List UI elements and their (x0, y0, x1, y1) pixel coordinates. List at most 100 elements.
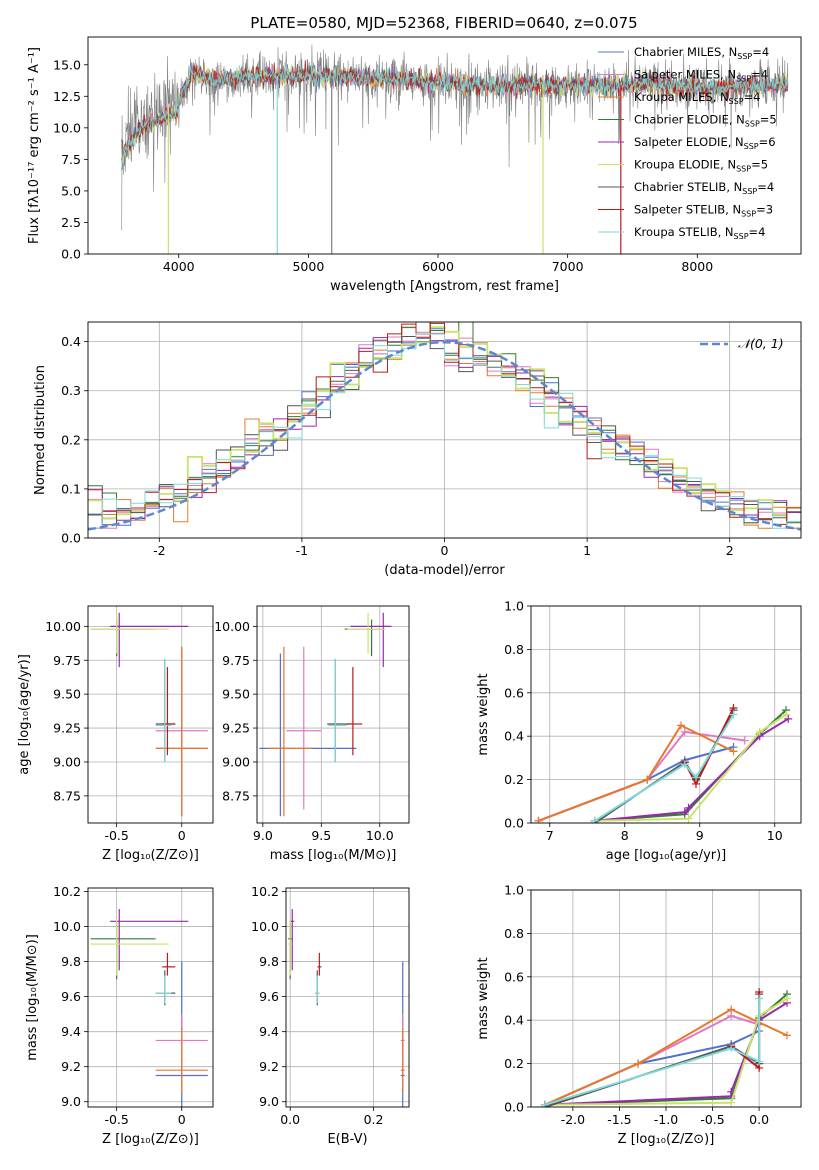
axes-frame (87, 36, 802, 255)
mass-weight-point (729, 710, 738, 719)
mass-weight-point (677, 721, 685, 730)
chart-panel: -2 -1 0 1 2 0.0 0.1 0.2 0.3 0.4 (data-model)/error… (33, 321, 802, 578)
residual-histogram-kroupa_stelib (88, 333, 801, 529)
y-tick-label: 9.6 (259, 989, 279, 1004)
figure-title: PLATE=0580, MJD=52368, FIBERID=0640, z=0… (250, 14, 637, 32)
x-tick-label: 0.2 (364, 1112, 384, 1127)
x-tick-label: -2.0 (561, 1112, 585, 1127)
y-tick-label: 9.00 (222, 754, 250, 769)
mass-weight-line-kroupa_elodie (594, 713, 787, 822)
x-tick-label: -0.5 (104, 828, 128, 843)
y-tick-label: 9.6 (61, 989, 81, 1004)
plot-area (534, 703, 793, 823)
y-axis-label: mass [log₁₀(M/M⊙)] (25, 934, 40, 1061)
y-tick-label: 9.50 (222, 687, 250, 702)
x-tick-label: -0.5 (700, 1112, 724, 1127)
mass-weight-point (692, 773, 700, 782)
mass-weight-point (755, 727, 764, 736)
plot-area (90, 909, 208, 1107)
mass-weight-point (729, 747, 738, 756)
chart-panel: 4000 5000 6000 7000 8000 0.0 2.5 5.0 7.5 10.0 12.5… (27, 36, 802, 294)
y-tick-label: 9.75 (222, 653, 250, 668)
mass-weight-point (755, 994, 764, 1003)
x-tick-label: 10.0 (366, 828, 394, 843)
mass-weight-point (755, 1057, 764, 1066)
y-tick-label: 0.0 (61, 247, 81, 262)
mass-weight-line-chabrier_miles (544, 1030, 760, 1106)
mass-weight-point (643, 775, 652, 784)
x-axis-label: Z [log₁₀(Z/Z⊙)] (102, 848, 199, 863)
x-axis-label: Z [log₁₀(Z/Z⊙)] (618, 1132, 715, 1147)
y-axis-label: age [log₁₀(age/yr)] (17, 654, 32, 775)
y-tick-label: 0.6 (504, 969, 524, 984)
mass-weight-point (727, 1005, 736, 1014)
y-tick-label: 0.8 (504, 926, 524, 941)
legend-entry: 𝒩(0, 1) (738, 336, 784, 351)
y-axis-label: mass weight (476, 673, 491, 755)
chart-panel: 9.0 9.5 10.0 8.75 9.00 9.25 9.50 9.75 10.00 mass … (214, 605, 410, 863)
x-tick-label: 7000 (552, 259, 584, 274)
model-spectrum-kroupa_stelib (121, 62, 788, 170)
axes-frame (87, 887, 214, 1108)
x-tick-label: -1.5 (607, 1112, 631, 1127)
y-tick-label: 2.5 (61, 215, 81, 230)
y-tick-label: 10.2 (53, 884, 81, 899)
x-tick-label: 0.0 (280, 1112, 300, 1127)
legend-entry: Kroupa ELODIE, NSSP=5 (634, 158, 768, 174)
axes-frame (87, 321, 802, 539)
y-tick-label: 9.0 (61, 1094, 81, 1109)
y-tick-label: 0.4 (504, 1013, 524, 1028)
mass-weight-point (684, 814, 693, 823)
y-axis-label: mass weight (476, 957, 491, 1039)
normal-curve (88, 340, 801, 531)
mass-weight-point (727, 1044, 736, 1053)
y-tick-label: 9.25 (53, 721, 81, 736)
legend: Chabrier MILES, NSSP=4 Salpeter MILES, NS… (598, 45, 777, 241)
y-tick-label: 5.0 (61, 183, 81, 198)
y-tick-label: 8.75 (222, 788, 250, 803)
x-tick-label: -0.5 (104, 1112, 128, 1127)
y-tick-label: 1.0 (504, 599, 524, 614)
plot-area (288, 909, 405, 1107)
x-tick-label: 6000 (422, 259, 454, 274)
plot-area (121, 44, 789, 254)
y-tick-label: 0.6 (504, 685, 524, 700)
y-tick-label: 0.2 (61, 432, 81, 447)
legend-entry: Kroupa STELIB, NSSP=4 (634, 225, 765, 241)
plot-area (88, 322, 801, 531)
legend-entry: Chabrier MILES, NSSP=4 (634, 45, 769, 61)
y-tick-label: 10.0 (251, 919, 279, 934)
y-tick-label: 9.8 (61, 954, 81, 969)
y-tick-label: 0.0 (61, 531, 81, 546)
legend-entry: Salpeter ELODIE, NSSP=6 (634, 135, 776, 151)
legend-entry: Kroupa MILES, NSSP=4 (634, 90, 760, 106)
y-tick-label: 9.0 (259, 1094, 279, 1109)
plot-area (259, 612, 392, 817)
y-axis-label: Normed distribution (33, 365, 48, 495)
plot-area (90, 612, 208, 817)
mass-weight-point (740, 736, 749, 745)
x-tick-label: 2 (726, 543, 734, 558)
y-tick-label: 10.2 (251, 884, 279, 899)
mass-weight-point (680, 760, 689, 769)
mass-weight-line-kroupa_stelib (594, 713, 735, 822)
y-tick-label: 0.2 (504, 1056, 524, 1071)
mass-weight-point (782, 710, 790, 719)
mass-weight-point (534, 816, 543, 823)
plot-area (540, 987, 792, 1107)
y-tick-label: 9.00 (53, 754, 81, 769)
y-tick-label: 10.0 (53, 919, 81, 934)
x-tick-label: -2 (153, 543, 165, 558)
chart-panel: 0.0 0.2 9.0 9.2 9.4 9.6 9.8 10.0 10.2 E(B-V) (251, 884, 410, 1147)
x-axis-label: Z [log₁₀(Z/Z⊙)] (102, 1132, 199, 1147)
y-tick-label: 7.5 (61, 152, 81, 167)
legend-entry: Chabrier ELODIE, NSSP=5 (634, 113, 777, 129)
axes-frame (530, 605, 802, 824)
y-tick-label: 9.50 (53, 687, 81, 702)
y-tick-label: 9.75 (53, 653, 81, 668)
y-tick-label: 8.75 (53, 788, 81, 803)
chart-panel: -0.5 0 8.75 9.00 9.25 9.50 9.75 10.00 Z [log₁₀(Z… (17, 605, 214, 863)
mass-weight-point (783, 994, 792, 1003)
x-tick-label: 0 (441, 543, 449, 558)
y-tick-label: 10.00 (45, 619, 81, 634)
